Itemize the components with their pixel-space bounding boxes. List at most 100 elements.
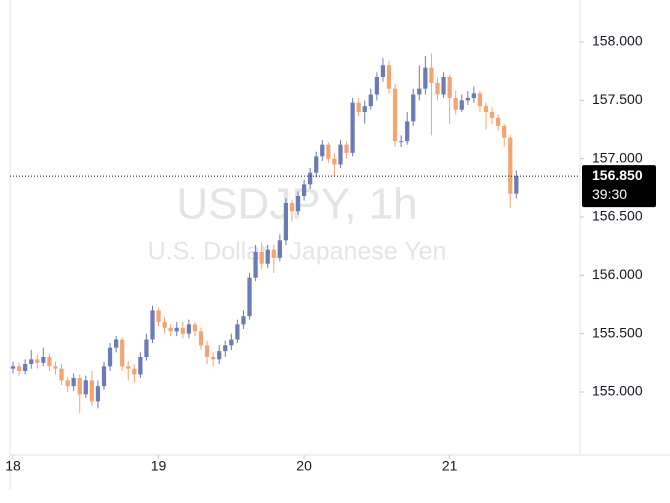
- y-tick-label: 156.500: [592, 208, 643, 224]
- candle-body: [271, 249, 276, 258]
- x-tick-label: 21: [442, 458, 458, 474]
- candle-body: [247, 277, 252, 317]
- countdown: 39:30: [592, 186, 627, 202]
- candle-body: [101, 366, 107, 387]
- candle-body: [392, 88, 398, 142]
- candle-body: [259, 252, 264, 264]
- candle-body: [168, 327, 173, 332]
- candle-body: [429, 67, 434, 83]
- watermark-subtitle: U.S. Dollar / Japanese Yen: [148, 238, 447, 266]
- candle-body: [453, 98, 458, 110]
- candle-body: [89, 380, 94, 402]
- candle-body: [362, 106, 367, 112]
- candle-body: [514, 176, 519, 194]
- candle-body: [459, 100, 464, 110]
- candle-body: [338, 144, 343, 165]
- candle-body: [308, 172, 313, 185]
- candle-body: [405, 121, 410, 142]
- x-tick-label: 19: [151, 458, 167, 474]
- y-tick-label: 156.000: [592, 266, 643, 282]
- candle-body: [217, 351, 222, 360]
- candle-body: [107, 347, 113, 367]
- candle-body: [65, 380, 70, 387]
- last-price-box: [582, 165, 656, 208]
- candle-body: [447, 77, 452, 98]
- candle-body: [356, 102, 361, 112]
- candle-body: [344, 144, 349, 153]
- candle-body: [10, 366, 16, 369]
- candle-body: [483, 106, 489, 112]
- candle-body: [386, 65, 392, 89]
- candle-body: [423, 67, 428, 89]
- candle-body: [314, 156, 319, 173]
- candle-body: [283, 203, 289, 241]
- candle-body: [471, 93, 477, 98]
- candle-body: [326, 144, 331, 159]
- candle-body: [180, 327, 185, 334]
- candle-body: [59, 368, 64, 381]
- candle-body: [132, 368, 137, 375]
- candle-body: [53, 366, 58, 369]
- candle-body: [265, 249, 270, 264]
- candle-body: [374, 77, 379, 95]
- y-tick-label: 158.000: [592, 33, 643, 49]
- candle-body: [150, 310, 155, 340]
- candle-body: [223, 345, 228, 352]
- candle-body: [350, 102, 355, 153]
- candle-body: [174, 327, 179, 332]
- candle-body: [368, 94, 373, 107]
- candle-body: [71, 378, 76, 387]
- candle-body: [16, 366, 22, 371]
- candle-body: [295, 196, 301, 212]
- candle-body: [441, 77, 446, 95]
- candle-body: [417, 88, 422, 95]
- candle-body: [235, 324, 240, 340]
- candle-body: [77, 378, 82, 395]
- candle-body: [489, 112, 495, 118]
- candle-body: [332, 158, 337, 165]
- candle-body: [465, 98, 470, 101]
- candle-body: [47, 357, 52, 367]
- y-tick-label: 155.500: [592, 324, 643, 340]
- candle-body: [508, 137, 513, 194]
- x-tick-label: 18: [5, 458, 21, 474]
- candle-body: [289, 203, 295, 212]
- candle-body: [156, 310, 161, 322]
- candle-body: [144, 339, 149, 357]
- candle-body: [211, 357, 216, 360]
- candle-body: [380, 65, 386, 77]
- candle-body: [95, 386, 101, 402]
- candle-body: [113, 339, 119, 348]
- y-tick-label: 155.000: [592, 383, 643, 399]
- candle-body: [198, 331, 204, 346]
- candle-body: [496, 117, 501, 126]
- candle-body: [162, 322, 167, 328]
- candle-body: [301, 184, 307, 196]
- candle-body: [398, 141, 404, 143]
- candle-body: [138, 357, 143, 375]
- candle-body: [229, 339, 234, 346]
- candle-body: [186, 324, 192, 334]
- candle-body: [41, 357, 46, 363]
- candle-body: [29, 359, 34, 364]
- candle-body: [120, 339, 125, 367]
- candle-body: [23, 364, 28, 371]
- candle-body: [435, 82, 440, 95]
- candle-body: [241, 316, 246, 325]
- candle-body: [477, 93, 483, 107]
- candle-body: [277, 240, 282, 258]
- candle-body: [502, 126, 507, 138]
- candle-body: [320, 144, 325, 157]
- candle-body: [411, 94, 416, 122]
- x-tick-label: 20: [296, 458, 312, 474]
- candle-body: [192, 324, 198, 332]
- candle-body: [35, 359, 40, 363]
- candle-body: [204, 345, 210, 357]
- candle-body: [83, 380, 88, 395]
- candle-body: [253, 252, 258, 278]
- candle-body: [126, 366, 131, 369]
- y-tick-label: 157.000: [592, 149, 643, 165]
- last-price-label: 156.850: [592, 167, 643, 183]
- y-tick-label: 157.500: [592, 91, 643, 107]
